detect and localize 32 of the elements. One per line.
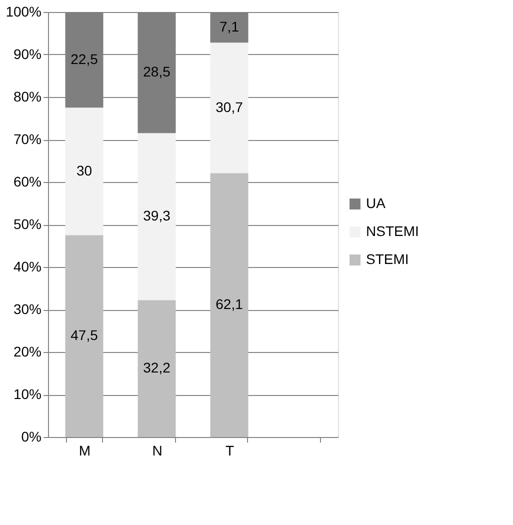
y-tick-label: 70% bbox=[13, 131, 42, 147]
data-label: 39,3 bbox=[143, 208, 171, 224]
bar bbox=[210, 42, 248, 174]
bar bbox=[138, 300, 176, 437]
y-tick-label: 90% bbox=[13, 46, 42, 62]
data-label: 7,1 bbox=[220, 18, 240, 35]
bar bbox=[65, 235, 104, 437]
data-label: 28,5 bbox=[143, 64, 171, 80]
data-label: 30,7 bbox=[216, 98, 244, 115]
data-label: 32,2 bbox=[143, 360, 171, 376]
y-tick-label: 30% bbox=[13, 301, 42, 317]
y-tick-label: 80% bbox=[13, 88, 42, 104]
data-label: 47,5 bbox=[70, 327, 98, 344]
data-label: 62,1 bbox=[216, 296, 244, 312]
data-label: 30 bbox=[76, 162, 92, 178]
legend-label: STEMI bbox=[366, 251, 409, 267]
x-tick-label: T bbox=[225, 442, 234, 458]
legend-label: UA bbox=[366, 195, 386, 211]
bar bbox=[65, 108, 104, 236]
bar bbox=[138, 133, 176, 300]
x-tick-label: M bbox=[78, 442, 91, 458]
y-tick-label: 50% bbox=[13, 216, 42, 232]
legend-label: NSTEMI bbox=[366, 223, 419, 239]
y-tick-label: 60% bbox=[13, 174, 42, 190]
y-tick-label: 100% bbox=[6, 4, 42, 20]
x-tick-label: N bbox=[152, 442, 162, 458]
y-tick-label: 40% bbox=[13, 258, 42, 274]
data-label: 22,5 bbox=[70, 50, 98, 67]
y-tick-label: 0% bbox=[21, 428, 42, 444]
bar bbox=[210, 173, 248, 437]
y-tick-label: 20% bbox=[13, 344, 42, 360]
y-tick-label: 10% bbox=[13, 386, 42, 402]
